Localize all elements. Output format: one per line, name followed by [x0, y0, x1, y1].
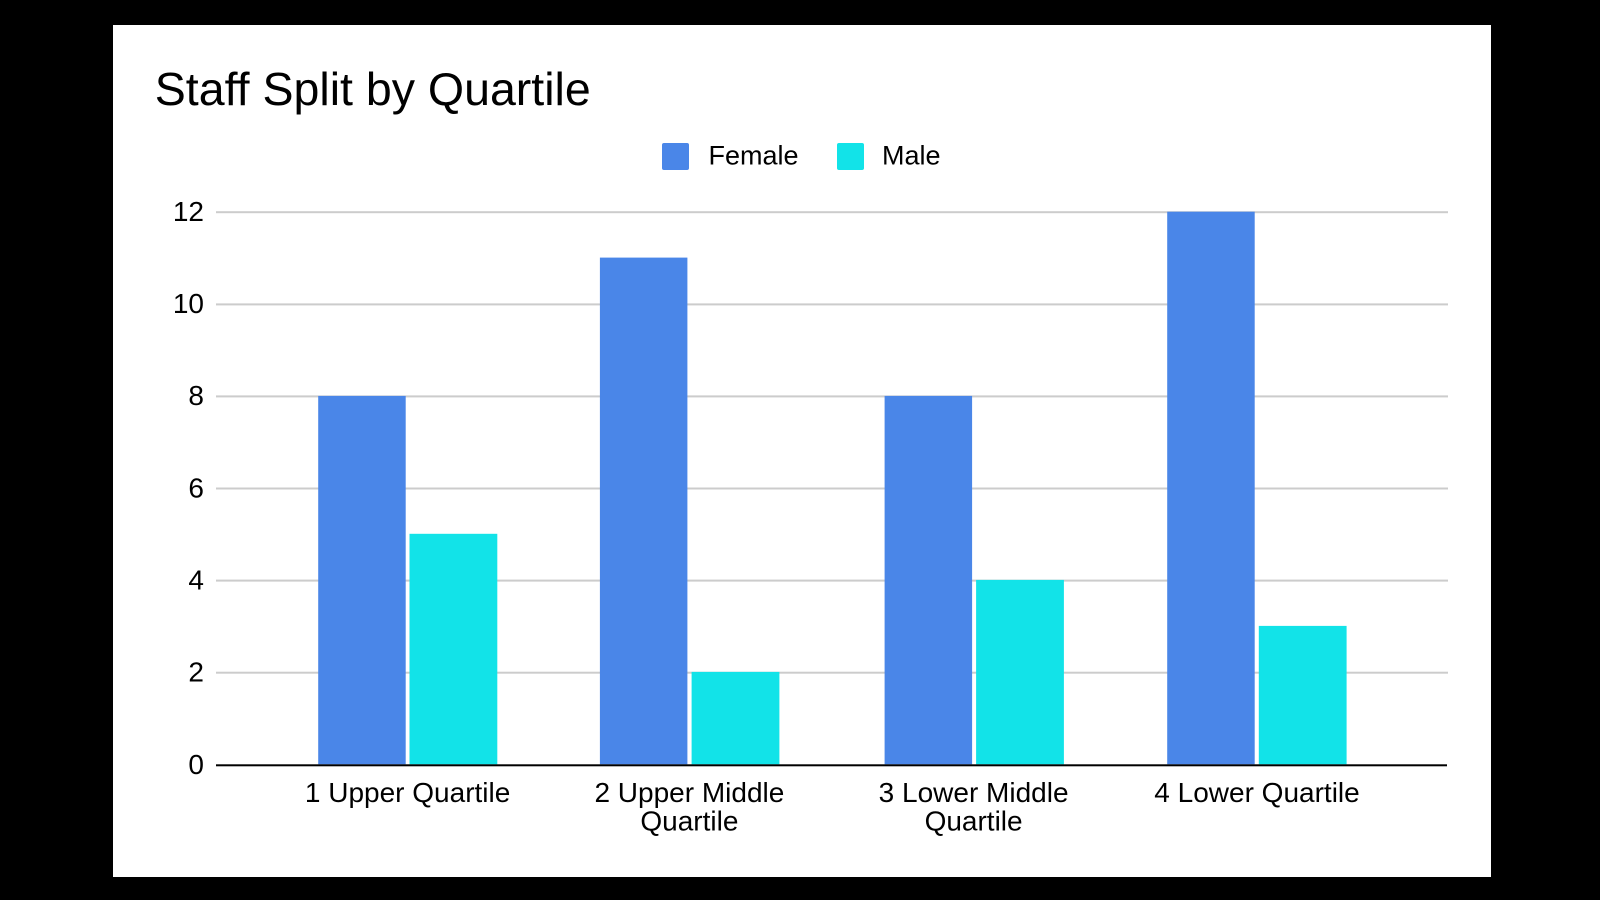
svg-text:Quartile: Quartile	[925, 806, 1023, 837]
svg-text:8: 8	[188, 380, 204, 411]
svg-text:2 Upper Middle: 2 Upper Middle	[594, 777, 784, 808]
svg-text:1 Upper Quartile: 1 Upper Quartile	[305, 777, 510, 808]
svg-text:Female: Female	[709, 141, 799, 171]
svg-text:3 Lower Middle: 3 Lower Middle	[879, 777, 1069, 808]
svg-text:Staff Split by Quartile: Staff Split by Quartile	[155, 63, 591, 115]
svg-text:10: 10	[173, 288, 204, 319]
svg-text:12: 12	[173, 196, 204, 227]
svg-text:0: 0	[188, 749, 204, 780]
svg-text:2: 2	[188, 657, 204, 688]
svg-text:6: 6	[188, 472, 204, 503]
svg-text:4 Lower Quartile: 4 Lower Quartile	[1154, 777, 1359, 808]
svg-text:4: 4	[188, 564, 204, 595]
svg-text:Quartile: Quartile	[640, 806, 738, 837]
svg-text:Male: Male	[882, 141, 941, 171]
